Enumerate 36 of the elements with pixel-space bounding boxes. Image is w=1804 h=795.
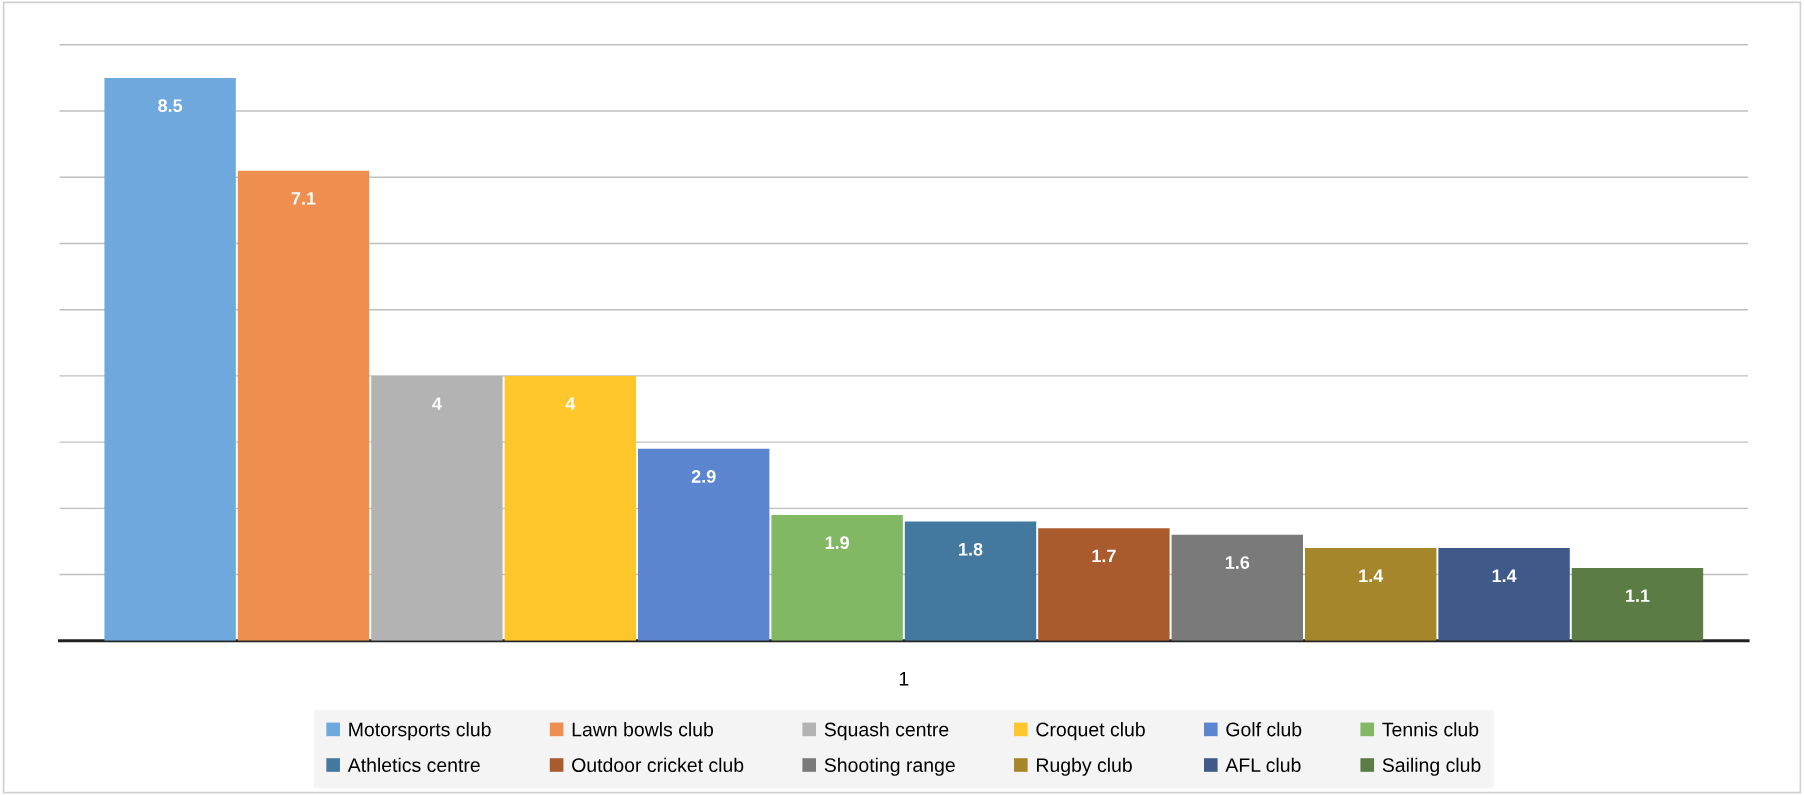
bar <box>638 448 770 641</box>
legend-label: AFL club <box>1225 757 1301 773</box>
bar <box>1438 548 1570 641</box>
data-label: 1.8 <box>959 542 983 556</box>
data-label: 4 <box>432 397 442 410</box>
data-label: 4 <box>565 397 576 410</box>
bar <box>104 77 236 641</box>
data-label: 1.4 <box>1492 569 1517 582</box>
legend-label: Athletics centre <box>347 757 480 773</box>
bar <box>237 170 370 641</box>
bar <box>1571 567 1704 641</box>
bar <box>904 521 1037 641</box>
bar <box>771 514 903 641</box>
legend-label: Outdoor cricket club <box>572 757 744 773</box>
legend-label: Tennis club <box>1382 722 1479 737</box>
bar <box>1304 548 1437 641</box>
bar <box>504 375 637 641</box>
legend-label: Rugby club <box>1037 757 1132 776</box>
bar <box>1171 534 1303 641</box>
data-label: 7.1 <box>291 192 316 205</box>
data-label: 1.7 <box>1092 549 1116 563</box>
bar <box>1038 528 1170 641</box>
legend-label: Sailing club <box>1382 757 1481 776</box>
data-label: 2.9 <box>691 470 716 483</box>
legend-label: Shooting range <box>824 757 955 776</box>
data-label: 1.4 <box>1359 569 1384 582</box>
legend-label: Lawn bowls club <box>572 722 714 737</box>
data-label: 1.9 <box>825 536 849 550</box>
legend-label: Croquet club <box>1036 722 1145 741</box>
x-axis-title: 1 <box>899 672 909 686</box>
data-label: 1.6 <box>1225 556 1250 569</box>
legend-label: Squash centre <box>824 722 949 741</box>
data-label: 8.5 <box>158 99 183 113</box>
legend-label: Motorsports club <box>349 722 491 741</box>
data-label: 1.1 <box>1626 589 1650 602</box>
legend-label: Golf club <box>1226 722 1302 737</box>
